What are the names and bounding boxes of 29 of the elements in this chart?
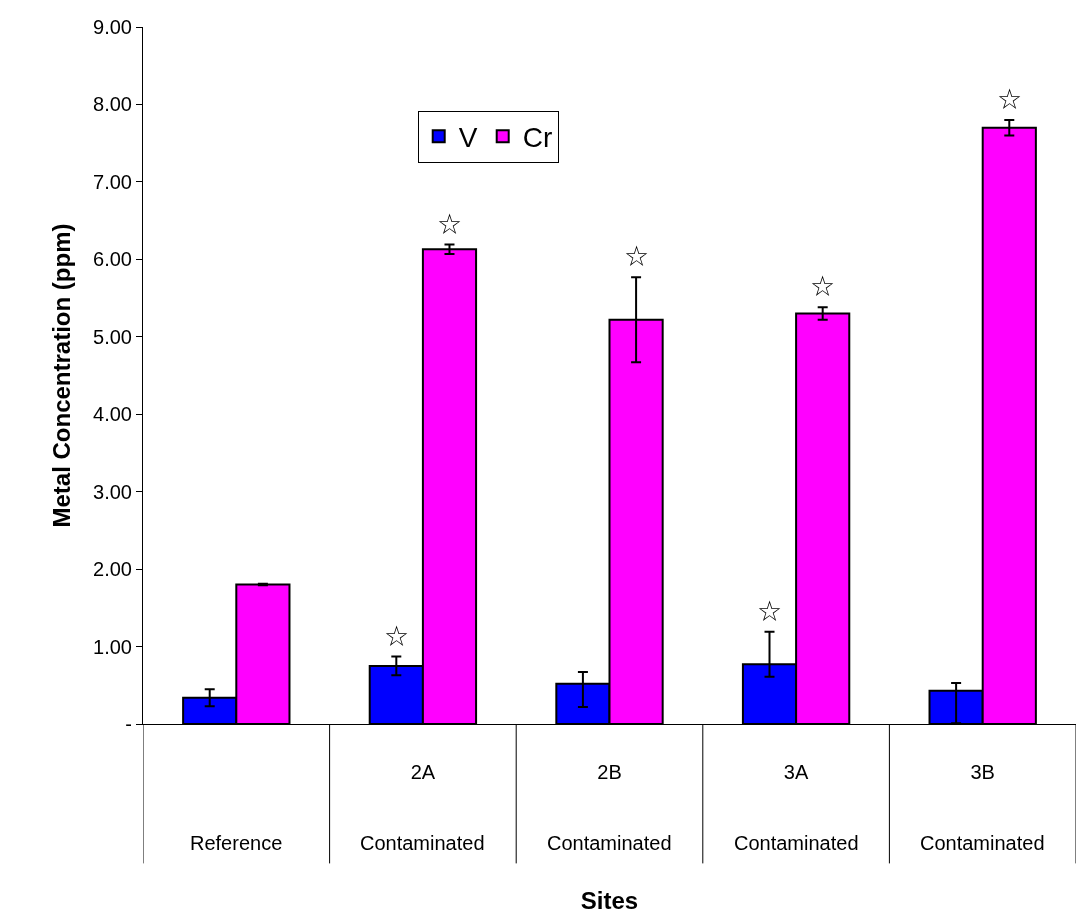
x-tick-label: 2B: [597, 761, 622, 783]
legend-label: V: [458, 122, 478, 154]
y-axis-title: Metal Concentration (ppm): [48, 223, 76, 528]
annotation: ☆: [757, 595, 783, 628]
annotation: ☆: [437, 208, 463, 241]
x-tick-label: 2A: [410, 761, 436, 783]
y-tick-label: -: [125, 713, 132, 735]
annotation: ☆: [624, 240, 650, 273]
text: Contaminated: [360, 832, 485, 854]
annotation: ☆: [997, 83, 1023, 116]
text: Contaminated: [547, 832, 672, 854]
y-tick-label: 5.00: [93, 325, 132, 348]
y-tick-label: 6.00: [93, 248, 132, 271]
x-tick-label: 3A: [783, 761, 809, 783]
text: Contaminated: [734, 832, 859, 854]
y-tick-label: 3.00: [93, 480, 132, 503]
text: Reference: [190, 832, 283, 854]
y-tick-label: 2.00: [93, 558, 132, 581]
x-axis-title: Sites: [580, 887, 639, 915]
y-tick-label: 7.00: [93, 170, 132, 193]
y-tick-label: 1.00: [93, 635, 132, 658]
y-tick-label: 4.00: [93, 403, 132, 426]
x-tick-label: 3B: [970, 761, 995, 783]
y-tick-label: 9.00: [93, 16, 132, 38]
legend-label: Cr: [522, 122, 553, 154]
y-tick-label: 8.00: [93, 93, 132, 116]
annotation: ☆: [810, 270, 836, 303]
annotation: ☆: [384, 620, 410, 653]
text: Contaminated: [920, 832, 1045, 854]
